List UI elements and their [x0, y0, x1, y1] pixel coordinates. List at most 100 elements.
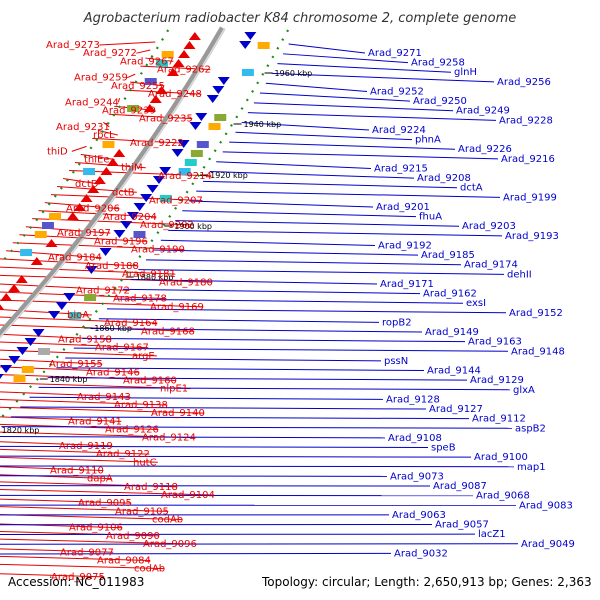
topology-text: Topology: circular; Length: 2,650,913 bp…	[261, 575, 592, 589]
forward-connector-line	[0, 341, 149, 349]
forward-connector-line	[0, 538, 197, 545]
reverse-gene-label: Arad_9199	[503, 192, 557, 203]
forward-gene-label: Arad_9207	[149, 195, 203, 206]
forward-connector-line	[145, 57, 174, 62]
forward-gene-label: Arad_9267	[120, 56, 174, 67]
reverse-connector-line	[73, 347, 509, 352]
reverse-connector-line	[90, 328, 423, 333]
reverse-connector-line	[1, 426, 513, 429]
forward-connector-line	[0, 523, 123, 529]
reverse-gene-label: Arad_9068	[476, 491, 530, 502]
reverse-gene-label: pssN	[384, 356, 408, 367]
reverse-gene-label: Arad_9087	[433, 481, 487, 492]
feature-block	[241, 69, 254, 76]
reverse-gene-arrow	[0, 365, 13, 373]
forward-gene-arrow	[143, 104, 156, 112]
forward-gene-label: Arad_9235	[139, 114, 193, 125]
reverse-connector-line	[0, 465, 515, 468]
forward-connector-line	[0, 573, 105, 578]
feature-block	[144, 78, 157, 85]
scale-tick-label: 1820 kbp	[2, 426, 40, 435]
reverse-connector-line	[115, 298, 464, 304]
reverse-gene-arrow	[55, 302, 68, 310]
forward-gene-arrow	[93, 176, 106, 184]
forward-connector-line	[0, 563, 165, 570]
feature-block	[161, 51, 174, 58]
reverse-connector-line	[160, 239, 376, 246]
reverse-gene-label: Arad_9271	[368, 48, 422, 59]
scale-tick-label: 1940 kbp	[244, 120, 282, 129]
forward-gene-label: Arad_9122	[96, 449, 150, 460]
forward-gene-label: Arad_9255	[111, 81, 165, 92]
reverse-connector-line	[38, 386, 511, 391]
reverse-connector-line	[0, 552, 392, 555]
forward-gene-label: thiEe	[84, 155, 110, 166]
reverse-gene-label: Arad_9063	[392, 510, 446, 521]
forward-connector-line	[12, 242, 185, 251]
reverse-gene-arrow	[171, 149, 184, 157]
reverse-gene-label: Arad_9127	[429, 404, 483, 415]
forward-gene-label: Arad_9259	[74, 73, 128, 84]
reverse-gene-label: Arad_9112	[472, 414, 526, 425]
forward-gene-label: Arad_9206	[66, 204, 120, 215]
reverse-connector-line	[271, 72, 495, 83]
forward-connector-line	[0, 506, 169, 512]
reverse-connector-line	[0, 485, 431, 487]
forward-gene-arrow	[66, 212, 79, 220]
feature-block	[49, 213, 62, 220]
reverse-connector-line	[175, 220, 460, 227]
forward-gene-label: Arad_9164	[104, 318, 158, 329]
gene-features	[0, 32, 270, 409]
forward-gene-label: rbcL	[93, 130, 115, 141]
forward-gene-label: Arad_9167	[95, 343, 149, 354]
forward-connector-line	[0, 358, 103, 365]
reverse-connector-line	[56, 367, 425, 372]
reverse-gene-label: Arad_9224	[372, 125, 426, 136]
forward-gene-label: Arad_9118	[124, 482, 178, 493]
forward-gene-label: Arad_9248	[148, 89, 202, 100]
feature-block	[84, 294, 97, 301]
reverse-gene-label: Arad_9203	[462, 221, 516, 232]
forward-gene-label: dapA	[87, 474, 113, 485]
forward-connector-line	[0, 474, 112, 480]
reverse-gene-label: Arad_9226	[458, 144, 512, 155]
forward-gene-label: Arad_9181	[122, 269, 176, 280]
reverse-gene-label: Arad_9201	[376, 202, 430, 213]
reverse-connector-line	[235, 131, 413, 141]
forward-gene-label: dctD	[75, 179, 99, 190]
scale-tick-label: 1900 kbp	[174, 222, 212, 231]
forward-gene-label: Arad_9222	[130, 138, 184, 149]
reverse-connector-line	[247, 112, 497, 121]
reverse-connector-line	[0, 475, 388, 477]
forward-connector-line	[0, 489, 215, 496]
forward-gene-arrow	[87, 185, 100, 193]
reverse-gene-label: Arad_9129	[470, 375, 524, 386]
forward-gene-label: thiD	[47, 146, 68, 157]
reverse-connector-line	[209, 171, 415, 179]
forward-connector-line	[0, 416, 122, 422]
forward-gene-arrow	[155, 86, 168, 94]
forward-connector-line	[103, 121, 110, 128]
feature-block	[184, 159, 197, 166]
forward-connector-line	[0, 324, 195, 332]
forward-connector-line	[136, 49, 151, 54]
forward-connector-line	[0, 481, 178, 488]
reverse-connector-line	[259, 92, 411, 102]
forward-connector-line	[0, 333, 112, 341]
track-dots-inner	[0, 29, 170, 267]
reverse-connector-line	[122, 288, 421, 295]
forward-connector-line	[0, 258, 139, 267]
feature-block	[34, 231, 47, 238]
reverse-gene-label: Arad_9258	[411, 58, 465, 69]
forward-gene-label: Arad_9106	[69, 523, 123, 534]
reverse-gene-label: exsI	[466, 298, 486, 309]
reverse-connector-line	[283, 53, 409, 64]
reverse-gene-label: glxA	[513, 385, 535, 396]
forward-connector-line	[0, 441, 113, 447]
forward-gene-label: Arad_9077	[60, 547, 114, 558]
forward-gene-label: Arad_9214	[158, 171, 212, 182]
reverse-gene-label: Arad_9193	[505, 231, 559, 242]
reverse-gene-arrow	[140, 194, 153, 202]
forward-connector-line	[50, 194, 203, 201]
forward-connector-line	[0, 456, 158, 463]
